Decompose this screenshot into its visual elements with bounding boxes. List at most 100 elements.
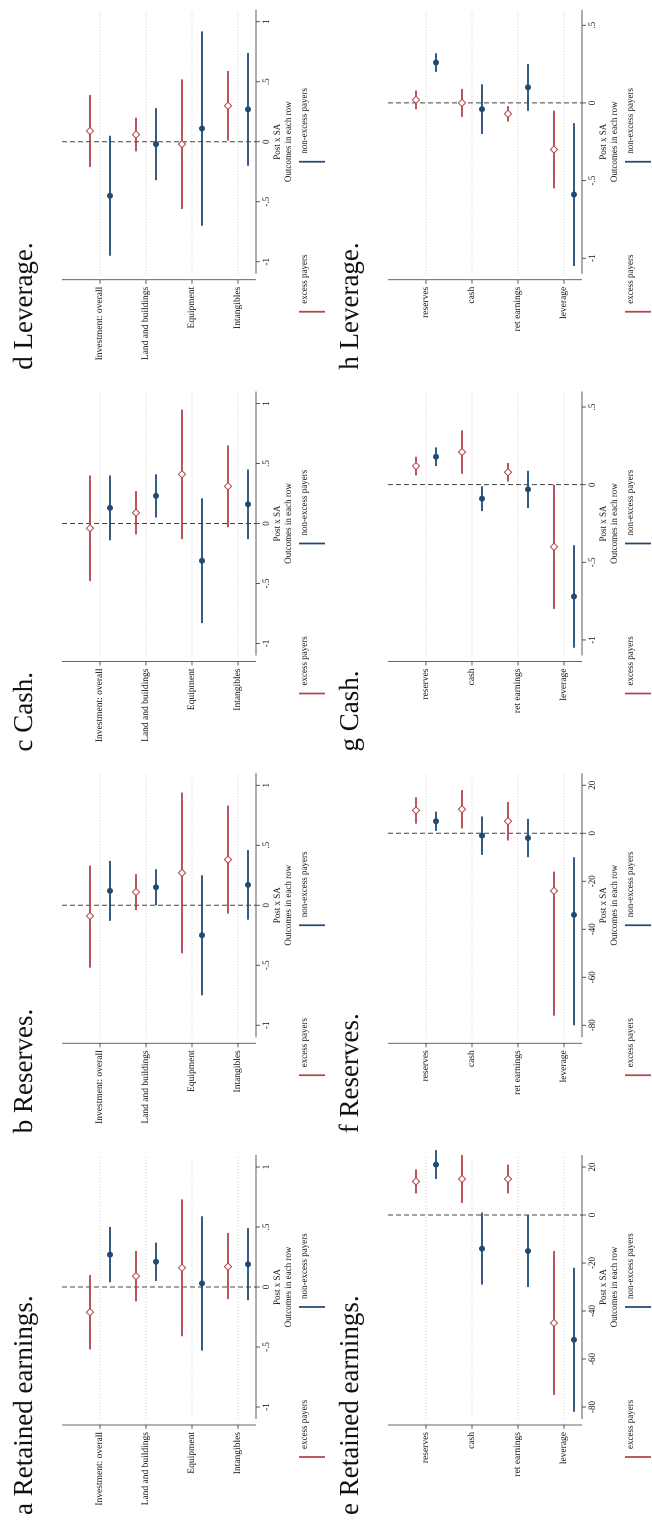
legend-label: excess payers — [625, 1018, 635, 1068]
legend-title: Outcomes in each row — [283, 864, 293, 945]
panel-title: g Cash. — [334, 671, 364, 752]
panel-title: e Retained earnings. — [334, 1295, 364, 1515]
x-tick-label: 0 — [261, 139, 271, 144]
legend-title: Outcomes in each row — [609, 1246, 619, 1327]
x-tick-label: .5 — [261, 78, 271, 85]
x-axis-title: Post x SA — [272, 123, 282, 160]
point-dot — [479, 1245, 485, 1252]
category-label: reserves — [421, 286, 431, 317]
category-label: cash — [467, 1050, 477, 1067]
point-dot — [107, 1251, 113, 1258]
category-label: ret earnings — [513, 1432, 523, 1477]
point-dot — [525, 835, 531, 842]
panel-title: a Retained earnings. — [8, 1295, 38, 1515]
legend-label: non-excess payers — [299, 851, 309, 917]
legend-title: Outcomes in each row — [609, 483, 619, 564]
x-tick-label: 1 — [261, 401, 271, 406]
x-tick-label: -.5 — [261, 578, 271, 588]
point-diamond — [131, 508, 141, 518]
point-diamond — [457, 98, 467, 108]
legend-label: excess payers — [299, 254, 309, 304]
point-dot — [245, 881, 251, 888]
legend-label: excess payers — [625, 636, 635, 686]
category-label: Equipment — [187, 286, 197, 328]
category-label: ret earnings — [513, 1050, 523, 1095]
x-tick-label: -1 — [261, 1022, 271, 1030]
x-tick-label: 20 — [587, 780, 597, 790]
category-label: leverage — [559, 287, 569, 319]
category-label: Intangibles — [233, 286, 243, 329]
x-tick-label: -80 — [587, 1401, 597, 1413]
x-tick-label: -1 — [261, 1403, 271, 1411]
point-diamond — [411, 806, 421, 815]
x-tick-label: -20 — [587, 875, 597, 887]
landscape-group: a Retained earnings. -1 -.5 0 .5 1 Investment:… — [8, 9, 651, 1515]
legend-label: non-excess payers — [625, 88, 635, 154]
point-diamond — [549, 145, 559, 154]
x-tick-label: 1 — [261, 783, 271, 788]
legend-label: non-excess payers — [625, 851, 635, 917]
point-diamond — [457, 804, 467, 814]
category-label: Equipment — [187, 1050, 197, 1092]
legend-label: excess payers — [299, 1018, 309, 1068]
legend-label: non-excess payers — [625, 1233, 635, 1299]
x-tick-label: -.5 — [587, 557, 597, 567]
point-diamond — [223, 481, 233, 491]
x-tick-label: 0 — [587, 100, 597, 105]
point-diamond — [85, 911, 95, 921]
category-label: Land and buildings — [141, 1432, 151, 1506]
x-tick-label: -1 — [261, 258, 271, 266]
point-diamond — [131, 887, 141, 897]
legend-label: excess payers — [625, 254, 635, 304]
category-label: reserves — [421, 1432, 431, 1463]
x-tick-label: .5 — [261, 460, 271, 467]
legend-label: excess payers — [299, 1399, 309, 1449]
point-dot — [433, 1161, 439, 1168]
panel-title: h Leverage. — [334, 242, 364, 369]
category-label: leverage — [559, 1050, 569, 1082]
point-dot — [245, 501, 251, 508]
x-tick-label: -40 — [587, 1305, 597, 1317]
point-dot — [433, 453, 439, 460]
legend-title: Outcomes in each row — [283, 1246, 293, 1327]
x-tick-label: -.5 — [261, 960, 271, 970]
point-diamond — [503, 1174, 513, 1184]
point-diamond — [503, 816, 513, 826]
x-tick-label: 0 — [587, 1212, 597, 1217]
point-dot — [153, 884, 159, 891]
x-tick-label: -.5 — [261, 1342, 271, 1352]
point-dot — [107, 887, 113, 894]
point-diamond — [177, 868, 187, 878]
point-diamond — [503, 467, 513, 477]
x-axis-title: Post x SA — [598, 1268, 608, 1305]
category-label: Equipment — [187, 668, 197, 710]
category-label: Investment: overall — [95, 668, 105, 742]
point-diamond — [85, 1307, 95, 1317]
x-tick-label: -1 — [587, 636, 597, 644]
point-dot — [199, 932, 205, 939]
point-dot — [571, 593, 577, 600]
category-label: ret earnings — [513, 668, 523, 713]
panel-title: d Leverage. — [8, 242, 38, 369]
x-tick-label: -20 — [587, 1257, 597, 1269]
x-tick-label: .5 — [587, 403, 597, 410]
category-label: ret earnings — [513, 286, 523, 331]
point-diamond — [85, 523, 95, 533]
point-diamond — [457, 447, 467, 457]
category-label: Investment: overall — [95, 286, 105, 360]
legend-label: excess payers — [625, 1399, 635, 1449]
point-dot — [199, 1280, 205, 1287]
point-diamond — [457, 1174, 467, 1184]
point-dot — [571, 1336, 577, 1343]
legend-title: Outcomes in each row — [283, 101, 293, 182]
legend-label: non-excess payers — [299, 469, 309, 535]
category-label: cash — [467, 287, 477, 304]
category-label: Land and buildings — [141, 286, 151, 360]
point-diamond — [85, 126, 95, 136]
category-label: Intangibles — [233, 1050, 243, 1093]
category-label: cash — [467, 668, 477, 685]
point-dot — [199, 125, 205, 132]
x-tick-label: -.5 — [587, 175, 597, 185]
